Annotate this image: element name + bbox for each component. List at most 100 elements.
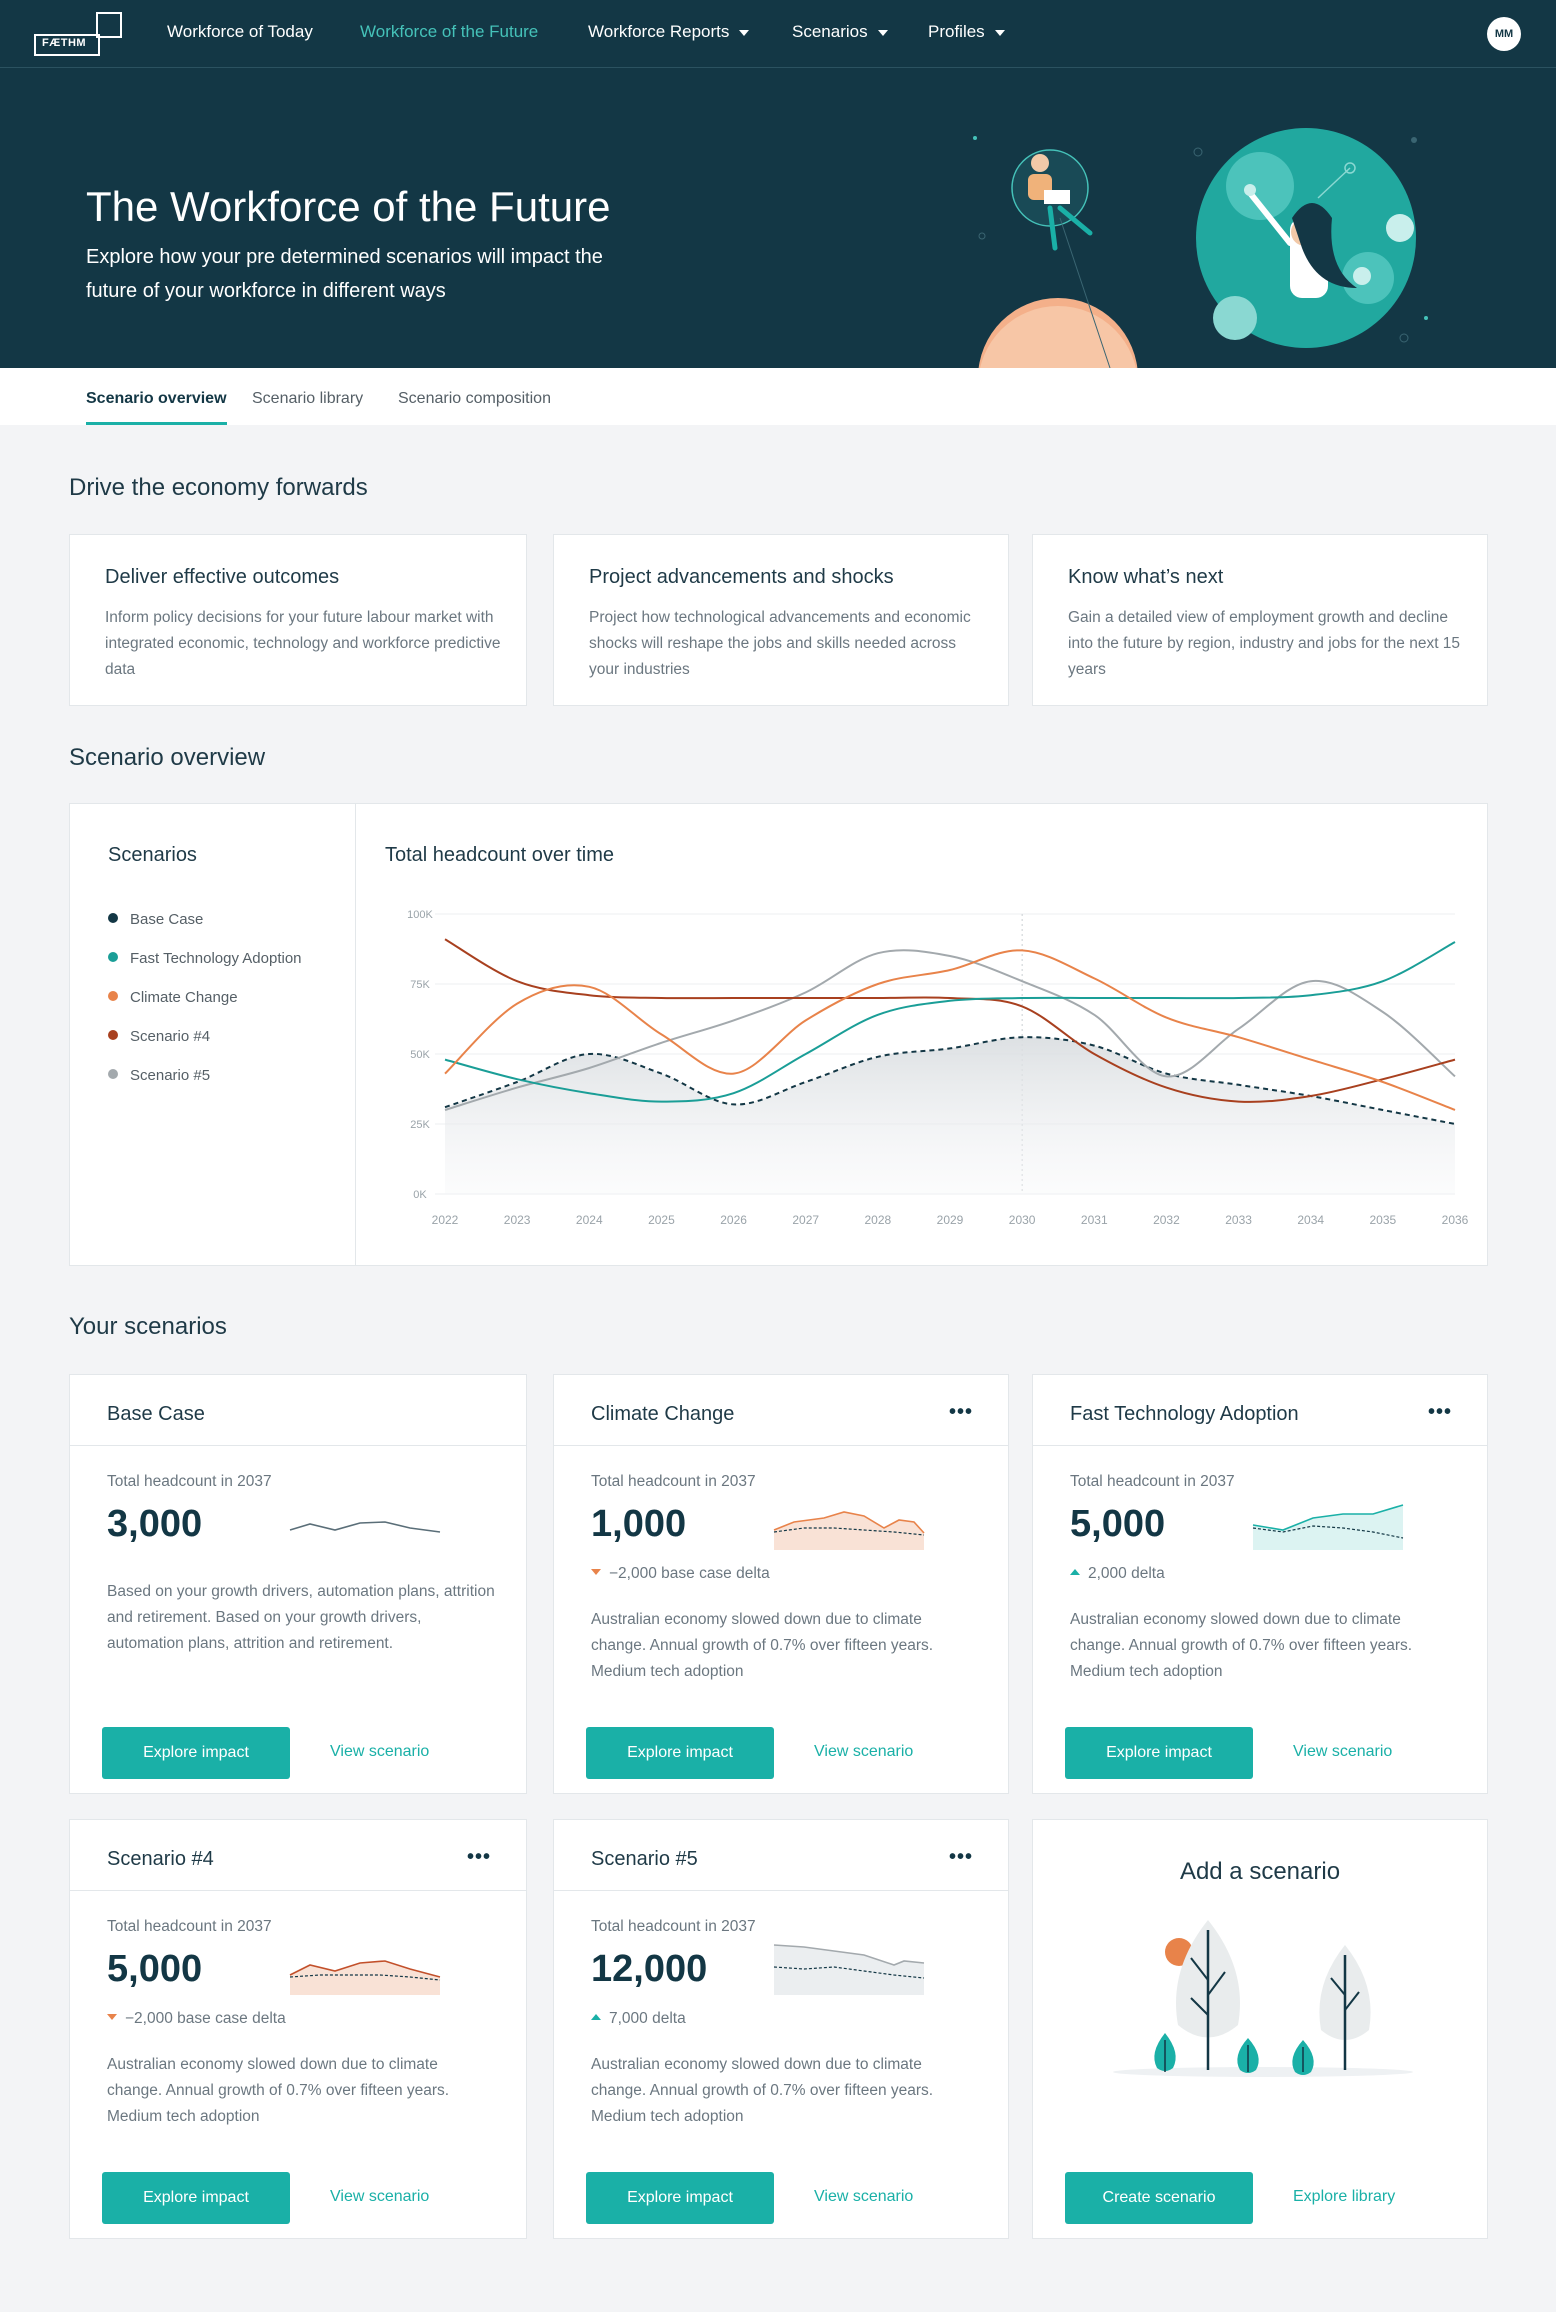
headcount-value: 5,000 [1070, 1503, 1166, 1545]
nav-workforce-reports[interactable]: Workforce Reports [588, 22, 750, 42]
create-scenario-button[interactable]: Create scenario [1065, 2172, 1253, 2224]
arrow-up-icon [1070, 1568, 1080, 1575]
legend-title: Scenarios [108, 844, 197, 866]
series-line-scenario-5[interactable] [444, 949, 1456, 1111]
view-scenario-link[interactable]: View scenario [814, 2188, 914, 2205]
scenario-card-title: Fast Technology Adoption [1070, 1403, 1299, 1425]
sub-tabs: Scenario overview Scenario library Scena… [0, 368, 1556, 425]
x-tick-label: 2033 [1225, 1213, 1252, 1227]
tab-scenario-library[interactable]: Scenario library [252, 390, 364, 407]
info-card-title: Deliver effective outcomes [105, 566, 340, 588]
arrow-up-icon [591, 2013, 601, 2020]
info-card-title: Project advancements and shocks [589, 566, 894, 588]
explore-impact-button[interactable]: Explore impact [586, 2172, 774, 2224]
top-nav: FÆTHM Workforce of Today Workforce of th… [0, 0, 1556, 68]
info-card-title: Know what’s next [1068, 566, 1224, 588]
x-tick-label: 2022 [432, 1213, 459, 1227]
delta-indicator: −2,000 base case delta [107, 2010, 286, 2028]
headcount-value: 3,000 [107, 1503, 203, 1545]
scenario-card-title: Scenario #4 [107, 1848, 214, 1870]
explore-impact-button[interactable]: Explore impact [586, 1727, 774, 1779]
headcount-value: 5,000 [107, 1948, 203, 1990]
view-scenario-link[interactable]: View scenario [330, 2188, 430, 2205]
divider [70, 1890, 526, 1891]
series-line-climate-change[interactable] [444, 949, 1456, 1111]
delta-indicator: 2,000 delta [1070, 1565, 1165, 1583]
legend-label: Climate Change [130, 989, 238, 1006]
legend-item-scenario-4[interactable]: Scenario #4 [108, 1028, 210, 1045]
legend-item-base-case[interactable]: Base Case [108, 911, 203, 928]
scenario-card-base-case: Base Case Total headcount in 2037 3,000 … [69, 1374, 527, 1794]
headcount-label: Total headcount in 2037 [591, 1473, 756, 1490]
series-line-fast-technology-adoption[interactable] [444, 941, 1456, 1103]
headcount-chart[interactable]: 0K 25K 50K 75K 100K 2022 2023 2024 2025 2026 2027 2… [370, 904, 1480, 1244]
nav-workforce-of-today[interactable]: Workforce of Today [167, 22, 313, 42]
explore-impact-button[interactable]: Explore impact [102, 2172, 290, 2224]
legend-item-climate[interactable]: Climate Change [108, 989, 238, 1006]
divider [554, 1445, 1008, 1446]
explore-impact-button[interactable]: Explore impact [102, 1727, 290, 1779]
chevron-down-icon [739, 29, 750, 36]
legend-dot [108, 1030, 118, 1041]
explore-library-link[interactable]: Explore library [1293, 2188, 1396, 2205]
x-tick-label: 2024 [576, 1213, 603, 1227]
y-tick-label: 25K [410, 1119, 430, 1131]
view-scenario-link[interactable]: View scenario [330, 1743, 430, 1760]
trees-illustration [1113, 1920, 1413, 2077]
legend-item-fast-tech[interactable]: Fast Technology Adoption [108, 950, 302, 967]
explore-impact-button[interactable]: Explore impact [1065, 1727, 1253, 1779]
tab-scenario-composition[interactable]: Scenario composition [398, 390, 551, 407]
divider [70, 1445, 526, 1446]
more-options-icon[interactable]: ••• [948, 1846, 973, 1868]
tab-scenario-overview[interactable]: Scenario overview [86, 390, 227, 407]
scenario-card-climate-change: Climate Change ••• Total headcount in 20… [553, 1374, 1009, 1794]
x-tick-label: 2023 [504, 1213, 531, 1227]
scenario-card-title: Climate Change [591, 1403, 735, 1425]
avatar[interactable]: MM [1487, 17, 1521, 51]
legend-item-scenario-5[interactable]: Scenario #5 [108, 1067, 210, 1084]
faethm-logo[interactable]: FÆTHM [34, 12, 122, 56]
x-tick-label: 2035 [1370, 1213, 1397, 1227]
scenario-card-title: Base Case [107, 1403, 205, 1425]
y-tick-label: 50K [410, 1049, 430, 1061]
headcount-label: Total headcount in 2037 [1070, 1473, 1235, 1490]
legend-dot [108, 913, 118, 924]
view-scenario-link[interactable]: View scenario [814, 1743, 914, 1760]
view-scenario-link[interactable]: View scenario [1293, 1743, 1393, 1760]
scenario-card-scenario-5: Scenario #5 ••• Total headcount in 2037 … [553, 1819, 1009, 2239]
sparkline-chart [773, 1511, 925, 1550]
headcount-label: Total headcount in 2037 [107, 1473, 272, 1490]
info-card-text: Project how technological advancements a… [589, 609, 971, 678]
more-options-icon[interactable]: ••• [1427, 1401, 1452, 1423]
series-line-scenario-4[interactable] [444, 938, 1456, 1103]
scenario-description: Based on your growth drivers, automation… [107, 1583, 495, 1652]
delta-text: −2,000 base case delta [125, 2010, 286, 2027]
active-tab-indicator [86, 422, 227, 425]
scenario-card-scenario-4: Scenario #4 ••• Total headcount in 2037 … [69, 1819, 527, 2239]
y-tick-label: 100K [407, 909, 433, 921]
info-card-text: Inform policy decisions for your future … [105, 609, 501, 678]
nav-label: Workforce of Today [167, 22, 313, 41]
nav-workforce-of-the-future[interactable]: Workforce of the Future [360, 22, 538, 42]
more-options-icon[interactable]: ••• [466, 1846, 491, 1868]
series-line-base-case[interactable] [444, 1036, 1456, 1125]
arrow-down-icon [107, 2013, 117, 2020]
more-options-icon[interactable]: ••• [948, 1401, 973, 1423]
y-tick-label: 0K [413, 1189, 427, 1201]
delta-text: 2,000 delta [1088, 1565, 1165, 1582]
nav-label: Workforce of the Future [360, 22, 539, 41]
chevron-down-icon [877, 29, 888, 36]
nav-scenarios[interactable]: Scenarios [792, 22, 888, 42]
sparkline-chart [1252, 1504, 1404, 1550]
legend-label: Fast Technology Adoption [130, 950, 302, 967]
divider [554, 1890, 1008, 1891]
x-tick-label: 2032 [1153, 1213, 1180, 1227]
legend-dot [108, 1069, 118, 1080]
page-title: The Workforce of the Future [86, 183, 611, 230]
nav-profiles[interactable]: Profiles [928, 22, 1005, 42]
x-tick-label: 2028 [865, 1213, 892, 1227]
x-tick-label: 2036 [1442, 1213, 1469, 1227]
headcount-value: 1,000 [591, 1503, 687, 1545]
legend-label: Base Case [130, 911, 204, 928]
info-card: Know what’s next Gain a detailed view of… [1032, 534, 1488, 706]
